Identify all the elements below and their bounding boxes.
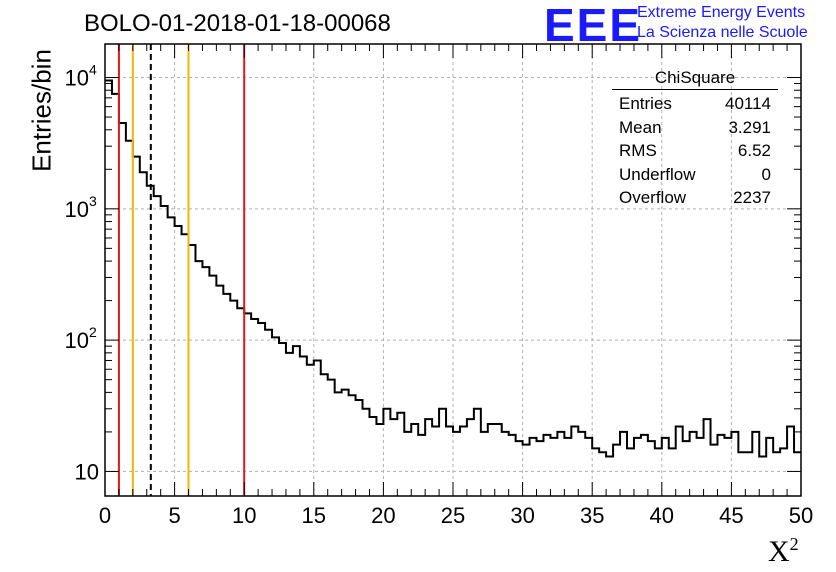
stats-value: 0 [761,164,771,184]
x-tick-label: 10 [232,503,256,528]
x-tick-label: 50 [789,503,813,528]
x-axis-label-superscript: 2 [789,534,799,554]
stats-value: 2237 [733,188,771,207]
x-tick-label: 45 [719,503,743,528]
stats-row-mean: Mean 3.291 [612,116,778,140]
stats-label: Overflow [619,188,687,207]
stats-title: ChiSquare [612,68,778,90]
x-tick-label: 15 [302,503,326,528]
stats-row-underflow: Underflow 0 [612,163,778,187]
x-tick-label: 20 [371,503,395,528]
plot-title: BOLO-01-2018-01-18-00068 [84,10,391,37]
logo-line-1: Extreme Energy Events [637,4,806,21]
x-tick-label: 5 [168,503,180,528]
y-tick-label: 10 [65,197,89,222]
logo-line-2: La Scienza nelle Scuole [637,24,808,41]
y-tick-label: 10 [65,66,89,91]
stats-box: ChiSquare Entries 40114 Mean 3.291 RMS 6… [612,68,778,210]
x-tick-label: 0 [99,503,111,528]
x-axis-label-text: X [768,535,790,568]
x-tick-label: 30 [510,503,534,528]
x-tick-label: 40 [650,503,674,528]
stats-value: 6.52 [737,141,771,160]
y-axis-label: Entries/bin [26,49,57,172]
stats-label: Entries [619,94,672,113]
stats-label: Mean [619,117,662,137]
stats-label: RMS [619,141,657,160]
x-tick-label: 35 [580,503,604,528]
stats-label: Underflow [619,164,696,184]
histogram-series [105,79,801,458]
stats-row-rms: RMS 6.52 [612,139,778,163]
eee-logo: EEE [544,0,643,51]
y-tick-exponent: 2 [89,324,97,340]
stats-row-entries: Entries 40114 [612,92,778,116]
y-tick-label: 10 [65,328,89,353]
x-tick-label: 25 [441,503,465,528]
stats-value: 40114 [724,94,771,113]
stats-value: 3.291 [728,117,771,137]
x-axis-label: X2 [768,534,799,569]
y-tick-label: 10 [75,459,99,484]
stats-row-overflow: Overflow 2237 [612,186,778,210]
y-tick-exponent: 3 [89,193,97,209]
y-tick-exponent: 4 [89,62,97,78]
